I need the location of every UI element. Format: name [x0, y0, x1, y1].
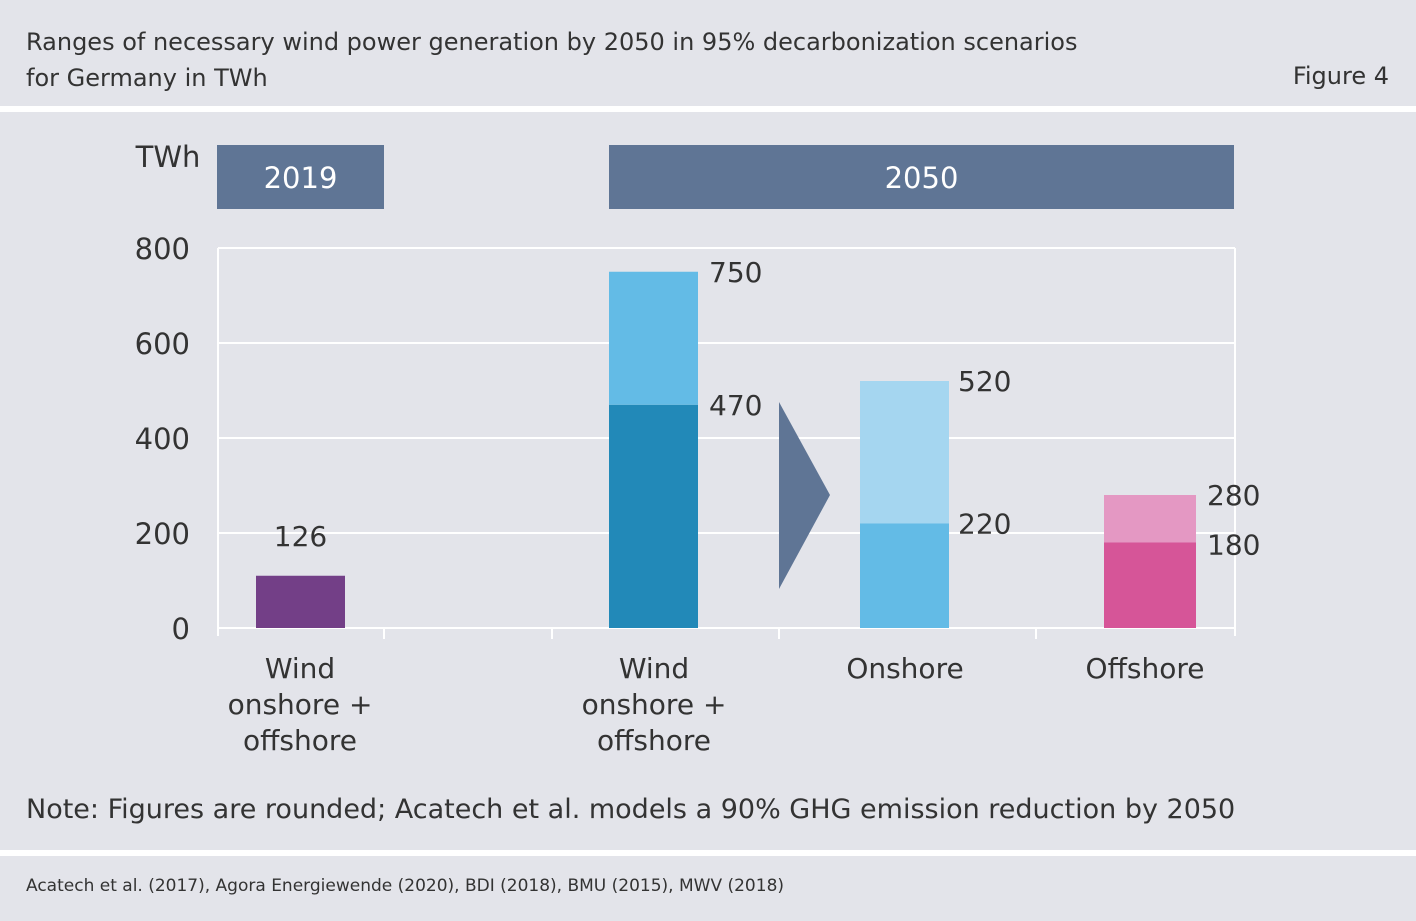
- bar-onshore-2050-base: [860, 523, 949, 628]
- breakdown-arrow: [779, 402, 830, 589]
- y-tick-label-200: 200: [135, 517, 190, 551]
- bar-offshore-2050-base: [1104, 542, 1196, 628]
- bar-wind-2050-base: [609, 404, 698, 628]
- period-label-2019: 2019: [264, 161, 338, 195]
- x-label-offshore-2050-line-1: Offshore: [1086, 652, 1205, 685]
- y-tick-label-0: 0: [172, 612, 190, 646]
- chart-title: Ranges of necessary wind power generatio…: [26, 24, 1176, 96]
- data-label-offshore-2050-180: 180: [1207, 529, 1260, 562]
- x-label-wind-2050-line-2: onshore +: [582, 688, 727, 721]
- bar-offshore-2050-range: [1104, 495, 1196, 543]
- x-label-wind-2019-line-3: offshore: [243, 724, 357, 757]
- data-label-onshore-2050-520: 520: [958, 365, 1011, 398]
- y-unit-label: TWh: [135, 140, 201, 174]
- period-box-2050: [609, 145, 1234, 209]
- x-label-wind-2019-line-1: Wind: [265, 652, 335, 685]
- y-tick-label-600: 600: [135, 327, 190, 361]
- footer-band: [0, 856, 1416, 921]
- chart-note: Note: Figures are rounded; Acatech et al…: [26, 794, 1236, 825]
- chart-band: [0, 112, 1416, 850]
- bar-onshore-2050-range: [860, 381, 949, 524]
- x-label-wind-2050-line-3: offshore: [597, 724, 711, 757]
- x-label-onshore-2050-line-1: Onshore: [846, 652, 963, 685]
- header-band: [0, 0, 1416, 106]
- period-label-2050: 2050: [885, 161, 959, 195]
- y-tick-label-400: 400: [135, 422, 190, 456]
- chart-title-line-1: Ranges of necessary wind power generatio…: [26, 28, 1078, 56]
- chart-title-line-2: for Germany in TWh: [26, 64, 268, 92]
- period-box-2019: [217, 145, 384, 209]
- x-label-wind-2050-line-1: Wind: [619, 652, 689, 685]
- data-label-wind-2019-126: 126: [274, 520, 327, 553]
- data-label-wind-2050-470: 470: [709, 389, 762, 422]
- bar-wind-2019-base: [256, 575, 345, 628]
- figure-label: Figure 4: [1292, 62, 1389, 90]
- x-label-wind-2019-line-2: onshore +: [228, 688, 373, 721]
- data-label-offshore-2050-280: 280: [1207, 479, 1260, 512]
- data-label-wind-2050-750: 750: [709, 256, 762, 289]
- y-tick-label-800: 800: [135, 232, 190, 266]
- data-label-onshore-2050-220: 220: [958, 508, 1011, 541]
- bar-wind-2050-range: [609, 271, 698, 405]
- chart-source: Acatech et al. (2017), Agora Energiewend…: [26, 876, 785, 896]
